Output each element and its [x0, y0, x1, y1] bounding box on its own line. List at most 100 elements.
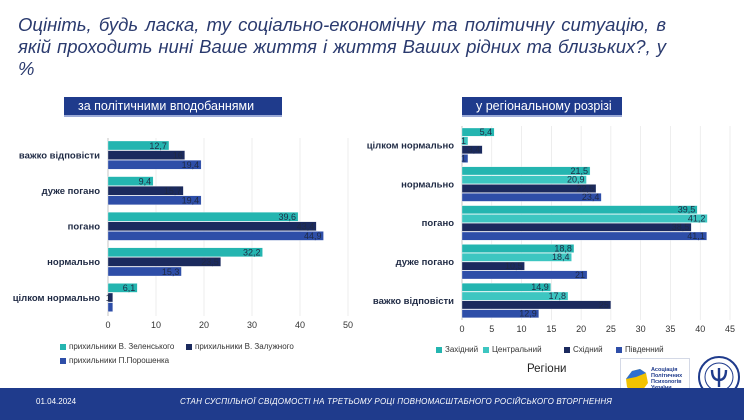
- bar: [461, 145, 483, 154]
- legend-swatch: [564, 346, 570, 353]
- legend-item: Східний: [564, 345, 603, 354]
- x-tick-label: 10: [517, 324, 527, 334]
- data-label: 16: [173, 150, 183, 160]
- category-label: дуже погано: [396, 257, 455, 268]
- x-tick-label: 30: [636, 324, 646, 334]
- legend-swatch: [186, 343, 192, 350]
- data-label: 32,2: [243, 248, 261, 258]
- legend-item: Західний: [436, 345, 478, 354]
- data-label: 44,9: [304, 231, 322, 241]
- bar: [461, 205, 698, 214]
- page-title: Оцініть, будь ласка, ту соціально-економ…: [18, 14, 666, 79]
- bar: [107, 283, 138, 293]
- data-label: 25: [599, 300, 609, 310]
- bar: [461, 127, 495, 137]
- bar: [461, 261, 525, 271]
- bar: [461, 175, 587, 184]
- category-label: цілком нормально: [13, 293, 101, 304]
- data-label: 5,4: [480, 127, 493, 137]
- x-tick-label: 0: [105, 320, 110, 330]
- data-label: 10,5: [505, 261, 523, 271]
- legend-swatch: [436, 346, 442, 353]
- data-label: 20,9: [567, 175, 585, 185]
- data-label: 17,8: [548, 291, 566, 301]
- legend-swatch: [483, 346, 489, 353]
- bar: [461, 309, 539, 318]
- bar: [107, 266, 182, 277]
- data-label: 19,4: [182, 160, 200, 170]
- bar: [461, 193, 602, 202]
- data-label: 38,5: [672, 222, 690, 232]
- x-tick-label: 5: [489, 324, 494, 334]
- data-label: 23,4: [582, 192, 600, 202]
- category-label: погано: [68, 222, 101, 233]
- x-tick-label: 20: [576, 324, 586, 334]
- category-label: важко відповісти: [19, 150, 100, 161]
- x-tick-label: 40: [695, 324, 705, 334]
- data-label: 21,5: [571, 166, 589, 176]
- category-label: важко відповісти: [373, 296, 454, 307]
- legend-item: прихильники В. Зеленського: [60, 342, 174, 351]
- bar: [461, 136, 469, 146]
- right-banner-underline: [462, 115, 622, 117]
- bar: [461, 231, 707, 241]
- x-tick-label: 45: [725, 324, 735, 334]
- logo-line: Політичних: [651, 373, 683, 379]
- bar: [107, 160, 202, 170]
- bar: [107, 186, 184, 196]
- x-tick-label: 50: [343, 320, 353, 330]
- bar: [107, 140, 170, 151]
- data-label: 15,7: [164, 186, 182, 196]
- data-label: 15,3: [162, 267, 180, 277]
- bar: [107, 176, 154, 186]
- data-label: 39,6: [279, 212, 297, 222]
- legend-item: прихильники П.Порошенка: [60, 356, 169, 365]
- x-tick-label: 25: [606, 324, 616, 334]
- category-label: погано: [422, 218, 455, 229]
- bar: [107, 257, 221, 267]
- legend-label: Південний: [625, 345, 664, 354]
- left-banner-underline: [64, 115, 282, 117]
- legend-label: Східний: [573, 345, 603, 354]
- category-label: цілком нормально: [367, 141, 455, 152]
- data-label: 41,2: [688, 213, 706, 223]
- data-label: 3,4: [468, 145, 481, 155]
- bar: [107, 195, 202, 205]
- x-tick-label: 20: [199, 320, 209, 330]
- regional-axis-title: Регіони: [527, 363, 567, 375]
- ukraine-map-icon: [626, 369, 648, 393]
- bar: [461, 291, 569, 301]
- category-label: дуже погано: [42, 186, 101, 197]
- bar: [461, 154, 469, 163]
- category-label: нормально: [401, 179, 454, 190]
- x-tick-label: 30: [247, 320, 257, 330]
- data-label: 18,4: [552, 252, 570, 262]
- bar: [461, 270, 588, 280]
- logo-line: Психологів: [651, 379, 682, 385]
- data-label: 6,1: [123, 283, 136, 293]
- legend-label: прихильники В. Залужного: [195, 342, 294, 351]
- legend-label: прихильники П.Порошенка: [69, 356, 170, 365]
- legend-label: Західний: [445, 345, 479, 354]
- data-label: 22,5: [576, 183, 594, 193]
- left-panel-heading: за політичними вподобаннями: [64, 97, 282, 115]
- bar: [107, 212, 299, 222]
- bar: [107, 221, 317, 231]
- x-tick-label: 0: [459, 324, 464, 334]
- data-label: 39,5: [678, 205, 696, 215]
- data-label: 1: [461, 153, 466, 163]
- data-label: 14,9: [531, 282, 549, 292]
- bar: [107, 247, 263, 257]
- bar: [107, 302, 113, 312]
- bar: [107, 231, 324, 241]
- bar: [461, 244, 575, 253]
- x-tick-label: 35: [665, 324, 675, 334]
- data-label: 43,4: [297, 222, 315, 232]
- legend-label: Центральний: [492, 345, 542, 354]
- legend-item: прихильники В. Залужного: [186, 342, 294, 351]
- category-label: нормально: [47, 257, 100, 268]
- logo-line: Асоціація: [651, 367, 678, 373]
- legend-item: Південний: [616, 345, 664, 354]
- bar: [107, 292, 113, 303]
